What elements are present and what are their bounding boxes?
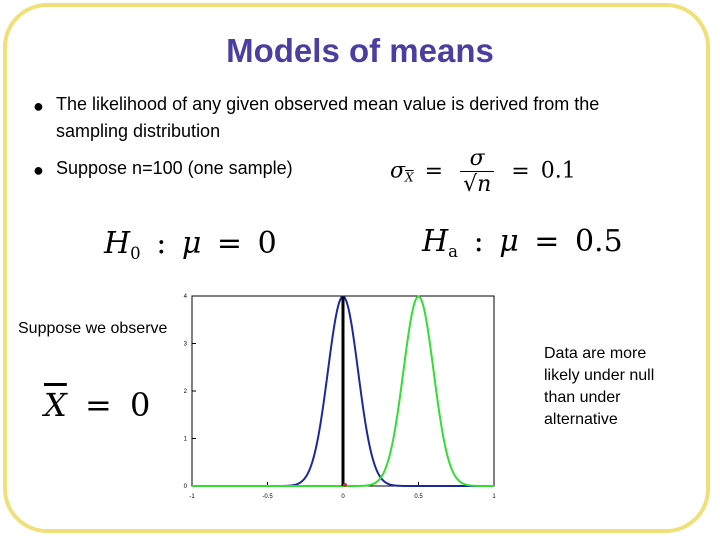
fraction-numerator: σ	[469, 146, 485, 171]
h0-letter: H	[104, 226, 131, 261]
observe-label: Suppose we observe	[18, 320, 168, 337]
bullet-text-likelihood: The likelihood of any given observed mea…	[56, 94, 600, 141]
sampling-distribution-chart: -1 -0.5 0 0.5 1 0 1 2 3 4	[184, 294, 497, 500]
bullet-dot: ●	[33, 160, 44, 180]
fraction-denominator: n	[477, 172, 492, 197]
h0-value: 0	[257, 226, 277, 261]
bullet-text-sample-size: Suppose n=100 (one sample)	[56, 158, 293, 178]
x-tick-label: 0	[341, 494, 345, 500]
conclusion-note: Data are more likely under null than und…	[544, 345, 655, 428]
null-hypothesis: H0 : μ = 0	[104, 226, 277, 263]
sigma-over-root-n: σ √n	[460, 146, 495, 197]
bullet-dot: ●	[33, 96, 44, 116]
x-tick-label: 0.5	[414, 494, 423, 500]
x-tick-label: -0.5	[262, 494, 273, 500]
observed-mean-formula: X = 0	[44, 386, 151, 424]
x-tick-label: 1	[492, 494, 496, 500]
ha-subscript: a	[448, 241, 459, 261]
observed-mean-point	[343, 483, 347, 487]
slide-title: Models of means	[226, 32, 494, 69]
y-tick-label: 4	[184, 294, 188, 300]
x-bar-symbol: X	[44, 386, 67, 424]
x-bar-subscript: X	[405, 170, 414, 185]
h0-mu: μ	[181, 226, 202, 261]
sigma-symbol: σ	[390, 158, 406, 184]
ha-letter: H	[422, 224, 449, 259]
y-tick-label: 1	[184, 437, 188, 443]
ha-value: 0.5	[574, 224, 623, 259]
y-tick-label: 0	[184, 484, 188, 490]
y-tick-label: 3	[184, 342, 188, 348]
standard-error-formula: σX = σ √n = 0.1	[390, 146, 576, 197]
y-tick-label: 2	[184, 389, 188, 395]
x-tick-label: -1	[189, 494, 195, 500]
alternative-hypothesis: Ha : μ = 0.5	[422, 224, 623, 261]
ha-mu: μ	[499, 224, 519, 259]
se-value: 0.1	[540, 158, 576, 184]
h0-subscript: 0	[130, 243, 141, 263]
observed-mean-value: 0	[129, 386, 151, 424]
